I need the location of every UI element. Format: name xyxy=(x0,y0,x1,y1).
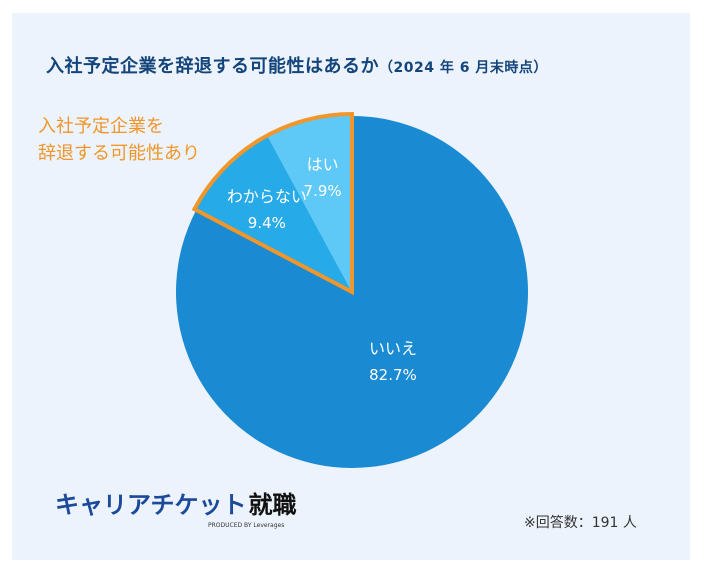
slice-label: はい xyxy=(307,155,339,174)
title-date: （2024 年 6 月末時点） xyxy=(379,60,548,76)
title-text: 入社予定企業を辞退する可能性はあるか xyxy=(46,56,379,77)
slice-label: いいえ xyxy=(369,339,417,358)
slice-value-label: 82.7% xyxy=(369,366,417,384)
slice-value-label: 7.9% xyxy=(304,182,342,200)
highlight-annotation: 入社予定企業を 辞退する可能性あり xyxy=(38,116,200,164)
logo-name: キャリアチケット xyxy=(55,491,247,519)
slice-value-label: 9.4% xyxy=(248,214,286,232)
respondent-note: ※回答数：191 人 xyxy=(524,515,637,531)
slice-label: わからない xyxy=(227,187,307,206)
chart-title: 入社予定企業を辞退する可能性はあるか（2024 年 6 月末時点） xyxy=(46,52,548,78)
logo-produced-by: PRODUCED BY Leverages xyxy=(208,522,285,529)
highlight-outline xyxy=(191,111,354,296)
logo-suffix: 就職 xyxy=(248,491,297,519)
pie-slice-1 xyxy=(194,135,352,292)
pie-slice-2 xyxy=(267,114,352,292)
logo: キャリアチケット就職 xyxy=(55,485,297,520)
